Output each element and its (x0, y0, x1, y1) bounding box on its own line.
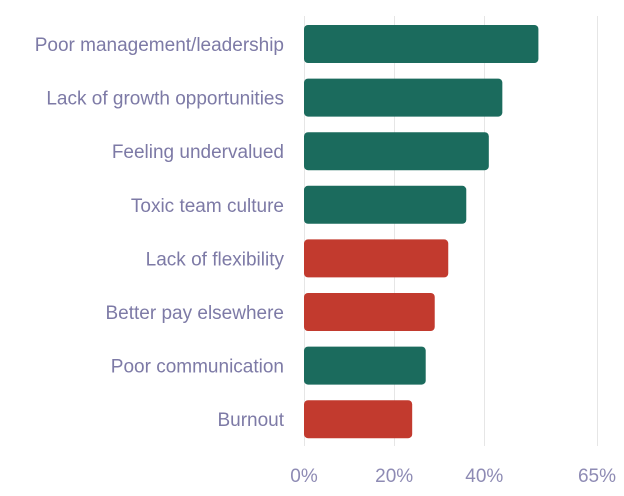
category-label: Lack of flexibility (146, 249, 285, 270)
category-label: Poor communication (111, 357, 284, 378)
category-label: Feeling undervalued (112, 142, 284, 163)
bar (304, 132, 489, 171)
category-label: Better pay elsewhere (106, 303, 285, 324)
category-label: Lack of growth opportunities (46, 89, 284, 110)
x-axis-tick-labels: 0% 20% 40% 65% (290, 466, 616, 487)
category-label: Burnout (217, 410, 284, 431)
x-tick-label: 0% (290, 466, 318, 487)
bar (304, 78, 503, 117)
category-labels: Poor management/leadership Lack of growth… (35, 35, 285, 431)
bar (304, 25, 539, 63)
bar (304, 346, 426, 385)
bar (304, 400, 413, 439)
bars (304, 25, 539, 439)
x-tick-label: 65% (578, 466, 616, 487)
bar (304, 185, 467, 224)
x-tick-label: 40% (465, 466, 503, 487)
category-label: Poor management/leadership (35, 35, 284, 56)
bar (304, 239, 449, 278)
category-label: Toxic team culture (131, 196, 284, 217)
bar (304, 293, 435, 331)
x-tick-label: 20% (375, 466, 413, 487)
